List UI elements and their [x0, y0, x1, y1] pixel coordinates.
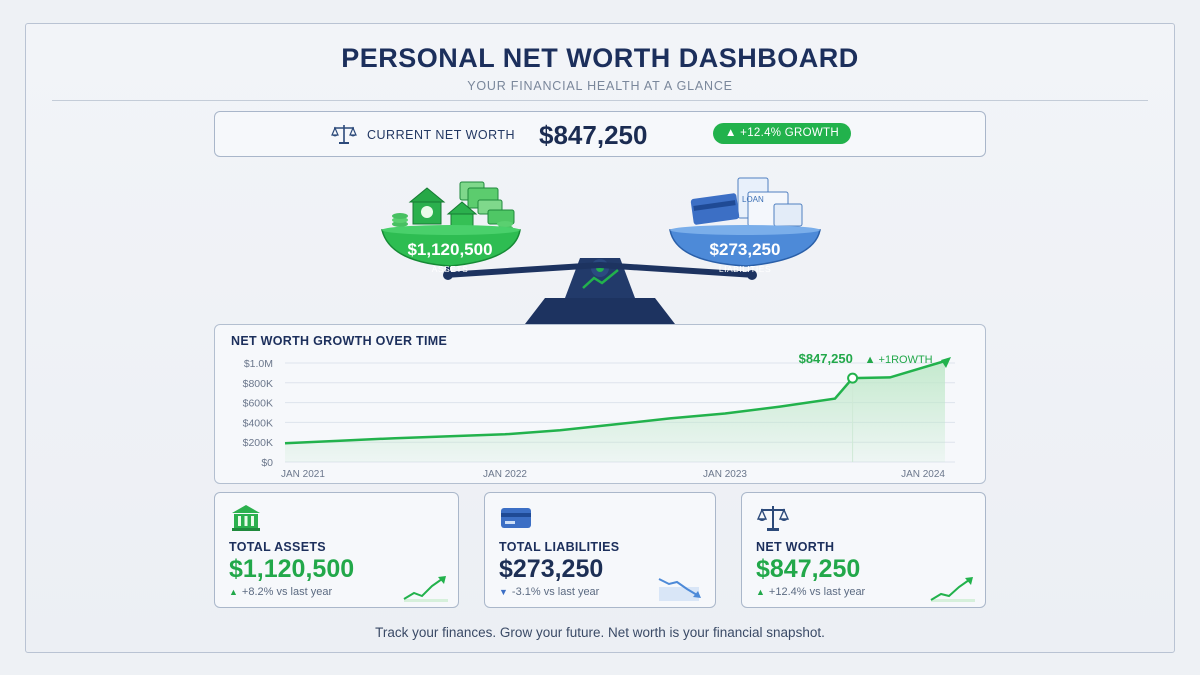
y-tick-label: $200K: [243, 437, 273, 449]
page-subtitle: YOUR FINANCIAL HEALTH AT A GLANCE: [467, 79, 733, 93]
net-worth-chart: $0 $200K $400K $600K $800K $1.0M JAN 2021 JAN 2…: [243, 351, 955, 480]
net-worth-value: $847,250: [539, 120, 648, 150]
scale-icon: [756, 506, 790, 531]
liabilities-pan-amount: $273,250: [709, 240, 781, 259]
total-liabilities-label: TOTAL LIABILITIES: [499, 540, 620, 554]
up-arrow-icon: ▲: [756, 587, 765, 597]
net-worth-chart-card: NET WORTH GROWTH OVER TIME $0 $200K $400K $…: [214, 324, 986, 484]
y-tick-label: $600K: [243, 398, 273, 410]
total-assets-value: $1,120,500: [229, 555, 355, 583]
y-tick-label: $400K: [243, 417, 273, 429]
net-worth-summary-bar: CURRENT NET WORTH $847,250 ▲ +12.4% GROW…: [214, 111, 986, 157]
net-worth-card-label: NET WORTH: [756, 540, 835, 554]
highlight-point: [847, 372, 859, 384]
total-liabilities-change-text: -3.1% vs last year: [511, 586, 600, 598]
footer-tagline: Track your finances. Grow your future. N…: [375, 625, 825, 640]
total-assets-card: TOTAL ASSETS $1,120,500 ▲ +8.2% vs last y…: [214, 492, 459, 608]
net-worth-area: [285, 361, 945, 462]
x-tick-label: JAN 2022: [483, 469, 527, 480]
balance-scale-graphic: LOAN: [381, 177, 821, 324]
net-worth-card-change-text: +12.4% vs last year: [768, 586, 866, 598]
page-title: PERSONAL NET WORTH DASHBOARD: [341, 43, 859, 73]
trend-arrow-icon: [941, 357, 951, 369]
net-worth-label: CURRENT NET WORTH: [367, 128, 516, 142]
x-tick-label: JAN 2021: [281, 469, 325, 480]
total-assets-change: ▲ +8.2% vs last year: [229, 586, 332, 598]
net-worth-card-value: $847,250: [756, 555, 861, 583]
chart-annotation-value: $847,250: [799, 351, 853, 366]
loan-document-text: LOAN: [742, 195, 764, 204]
x-tick-label: JAN 2023: [703, 469, 747, 480]
growth-badge: ▲ +12.4% GROWTH: [713, 123, 851, 144]
total-assets-label: TOTAL ASSETS: [229, 540, 326, 554]
liabilities-pile-graphic: LOAN: [690, 177, 803, 227]
balance-scale-illustration: LOAN $1,120,500 ASSETS $273,250 LIABILIT…: [370, 170, 830, 330]
chart-title: NET WORTH GROWTH OVER TIME: [231, 334, 448, 348]
credit-card-icon: [501, 508, 531, 528]
assets-pan-text: $1,120,500 ASSETS: [404, 240, 496, 274]
assets-pile-graphic: [392, 181, 515, 231]
liabilities-trend-sparkline: [658, 578, 701, 601]
assets-pan-amount: $1,120,500: [407, 240, 493, 259]
net-worth-card: NET WORTH $847,250 ▲ +12.4% vs last year: [741, 492, 986, 608]
up-arrow-icon: ▲: [229, 587, 238, 597]
y-tick-label: $1.0M: [244, 358, 273, 370]
total-liabilities-change: ▼ -3.1% vs last year: [499, 586, 599, 598]
y-tick-label: $800K: [243, 378, 273, 390]
down-arrow-icon: ▼: [499, 587, 508, 597]
chart-annotation-growth: ▲ +1ROWTH: [865, 354, 933, 366]
net-worth-trend-sparkline: [930, 577, 975, 602]
header-divider: [52, 100, 1148, 101]
scale-icon: [331, 125, 357, 144]
total-liabilities-card: TOTAL LIABILITIES $273,250 ▼ -3.1% vs las…: [484, 492, 716, 608]
assets-trend-sparkline: [403, 576, 448, 602]
net-worth-card-change: ▲ +12.4% vs last year: [756, 586, 865, 598]
liabilities-pan-label: LIABILITIES: [718, 264, 772, 274]
total-liabilities-value: $273,250: [499, 555, 604, 583]
assets-pan-label: ASSETS: [431, 264, 469, 274]
total-assets-change-text: +8.2% vs last year: [241, 586, 333, 598]
liabilities-pan-text: $273,250 LIABILITIES: [696, 240, 794, 274]
y-tick-label: $0: [261, 457, 273, 469]
bank-icon: [232, 505, 260, 531]
x-tick-label: JAN 2024: [901, 469, 945, 480]
